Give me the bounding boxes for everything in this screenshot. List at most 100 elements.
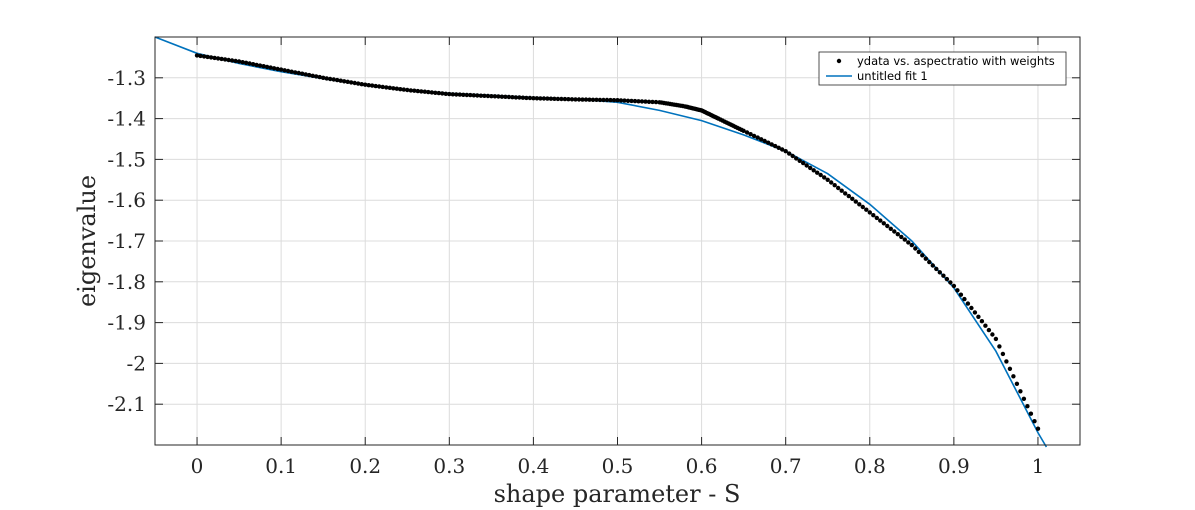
- data-point-interp: [247, 61, 252, 66]
- data-point-interp: [426, 89, 431, 95]
- data-point-interp: [597, 97, 603, 103]
- data-point-interp: [324, 76, 329, 81]
- data-point-interp: [201, 54, 207, 59]
- data-point-interp: [1025, 404, 1030, 409]
- data-point-interp: [285, 68, 291, 74]
- data-point-interp: [797, 158, 802, 163]
- data-point-interp: [303, 72, 308, 77]
- data-point-interp: [338, 78, 343, 83]
- data-point-interp: [1014, 381, 1020, 386]
- data-point-interp: [422, 89, 427, 94]
- data-point-interp: [587, 97, 592, 102]
- data-point-interp: [755, 135, 760, 140]
- data-point-interp: [1007, 366, 1013, 371]
- y-tick-label: -1.4: [107, 107, 146, 131]
- data-point-interp: [962, 296, 967, 302]
- legend-marker-points: [836, 58, 842, 64]
- data-point-interp: [440, 91, 445, 96]
- data-point-interp: [601, 97, 606, 103]
- data-point: [531, 96, 536, 101]
- y-tick-label: -2: [127, 351, 146, 375]
- data-point-interp: [566, 97, 571, 102]
- data-point-interp: [843, 191, 848, 196]
- data-point-interp: [552, 96, 557, 102]
- legend-box: [818, 51, 1067, 86]
- data-point-interp: [548, 96, 554, 101]
- data-point-interp: [443, 91, 448, 97]
- data-point-interp: [902, 237, 907, 242]
- data-point-interp: [569, 97, 575, 102]
- data-point-interp: [860, 204, 865, 210]
- data-point-interp: [594, 97, 599, 103]
- data-point: [615, 98, 620, 103]
- data-point-interp: [748, 132, 753, 137]
- data-point-interp: [240, 60, 245, 65]
- data-point-interp: [1028, 411, 1034, 416]
- data-point-interp: [215, 56, 221, 61]
- data-point: [447, 91, 452, 97]
- data-point-interp: [384, 85, 389, 90]
- data-point-interp: [888, 226, 893, 231]
- data-point-interp: [222, 57, 228, 62]
- x-tick-label: 0.6: [686, 454, 718, 478]
- data-point: [405, 87, 410, 93]
- data-point-interp: [233, 58, 238, 64]
- data-point-interp: [229, 58, 235, 63]
- data-points: [194, 53, 1041, 431]
- data-point-interp: [520, 95, 526, 100]
- data-point-interp: [972, 310, 978, 315]
- data-point-interp: [534, 96, 540, 101]
- data-point-interp: [457, 92, 462, 97]
- data-point-interp: [352, 80, 357, 86]
- data-point-interp: [366, 83, 371, 88]
- data-point-interp: [331, 77, 336, 82]
- data-point-interp: [559, 96, 564, 102]
- data-point-interp: [937, 270, 942, 275]
- data-point-interp: [401, 87, 406, 92]
- data-point: [236, 59, 242, 64]
- data-point-interp: [506, 94, 512, 100]
- data-point-interp: [398, 87, 403, 92]
- data-point: [1035, 426, 1041, 431]
- data-point-interp: [377, 84, 382, 89]
- data-point-interp: [864, 207, 869, 212]
- x-tick-label: 0.2: [349, 454, 381, 478]
- data-point-interp: [524, 95, 529, 101]
- data-point-interp: [927, 259, 932, 265]
- data-point-interp: [790, 153, 795, 159]
- data-point-interp: [892, 229, 897, 234]
- data-point-interp: [485, 93, 491, 99]
- data-point: [783, 149, 788, 154]
- data-point-interp: [468, 92, 473, 98]
- data-point-interp: [983, 323, 988, 328]
- x-tick-label: 0.3: [433, 454, 465, 478]
- x-tick-label: 0.4: [518, 454, 550, 478]
- data-point-interp: [815, 170, 820, 175]
- y-tick-labels: -1.3 -1.4 -1.5 -1.6 -1.7 -1.8 -1.9 -2 -2.1: [107, 66, 146, 416]
- y-tick-label: -2.1: [107, 392, 146, 416]
- data-point-interp: [478, 93, 484, 98]
- data-point-interp: [632, 98, 638, 104]
- data-point-interp: [541, 96, 547, 101]
- data-point-interp: [653, 99, 659, 105]
- data-point-interp: [257, 63, 263, 68]
- data-point-interp: [373, 83, 378, 89]
- data-point-interp: [328, 76, 333, 82]
- data-point-interp: [608, 97, 613, 103]
- data-point-interp: [555, 96, 561, 102]
- data-point: [825, 177, 830, 182]
- data-point-interp: [576, 97, 582, 102]
- data-point-interp: [881, 221, 886, 226]
- y-tick-label: -1.3: [107, 66, 146, 90]
- x-tick-label: 0.5: [602, 454, 634, 478]
- data-point-interp: [769, 142, 774, 147]
- y-tick-label: -1.7: [107, 229, 146, 253]
- data-point-interp: [874, 215, 879, 221]
- data-point: [194, 53, 200, 58]
- data-point-interp: [636, 99, 641, 104]
- grid: [155, 37, 1080, 445]
- data-point: [867, 210, 872, 215]
- data-point: [951, 283, 957, 289]
- data-point-interp: [243, 60, 249, 65]
- data-point-interp: [1011, 374, 1016, 379]
